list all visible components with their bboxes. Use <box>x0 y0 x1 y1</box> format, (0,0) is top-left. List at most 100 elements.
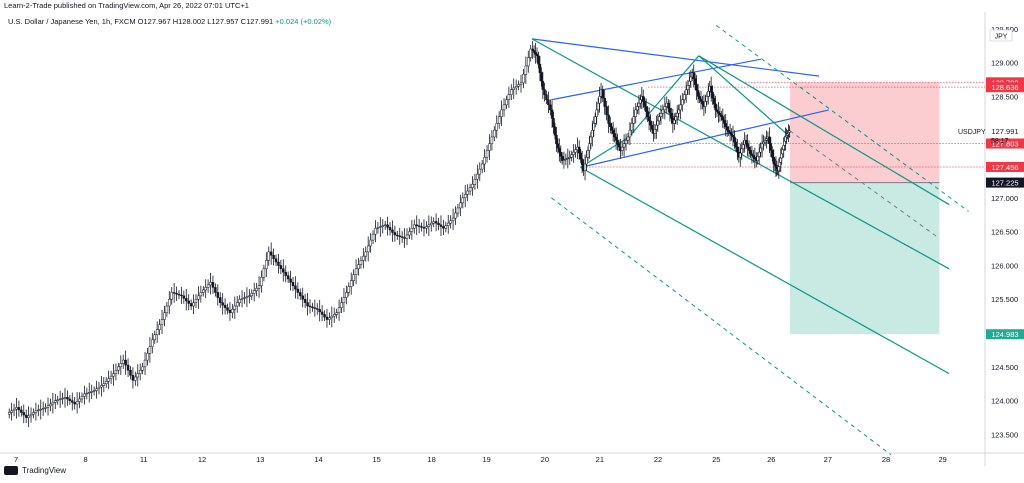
candle-body <box>148 346 152 354</box>
candle-body <box>274 258 278 263</box>
candle-body <box>396 234 399 237</box>
candle-body <box>403 237 406 239</box>
candle-body <box>444 225 448 229</box>
price-chart[interactable]: 123.500124.000124.500125.000125.500126.0… <box>0 0 1024 466</box>
candle-body <box>342 297 346 303</box>
candle-body <box>734 141 738 148</box>
candle-body <box>347 286 351 293</box>
candle-body <box>146 353 149 361</box>
candle-body <box>696 90 700 97</box>
candle-body <box>250 293 254 297</box>
candle-body <box>376 227 380 229</box>
brand-name: TradingView <box>22 466 67 475</box>
candle-body <box>449 220 452 224</box>
candle-body <box>459 202 462 209</box>
candle-body <box>335 312 338 315</box>
candle-body <box>238 298 241 303</box>
candle-body <box>661 109 665 114</box>
candle-body <box>611 129 615 134</box>
publish-banner: Learn-2-Trade published on TradingView.c… <box>0 0 1024 12</box>
candle-body <box>294 285 297 290</box>
candle-body <box>454 212 457 219</box>
candle-body <box>131 375 135 381</box>
candle-body <box>371 233 375 241</box>
candle-body <box>677 109 680 114</box>
candle-body <box>688 80 691 86</box>
candle-body <box>182 295 186 299</box>
candle-body <box>54 400 57 403</box>
price-label-bg <box>986 125 1024 136</box>
currency-badge <box>989 29 1013 42</box>
candle-body <box>679 104 682 111</box>
candle-body <box>112 373 115 377</box>
candle-body <box>284 271 287 276</box>
candle-body <box>352 274 355 281</box>
candle-body <box>437 222 440 226</box>
candle-body <box>199 292 203 297</box>
candle-body <box>747 146 751 151</box>
candle-body <box>177 293 181 296</box>
candle-body <box>218 297 222 303</box>
candle-body <box>667 102 670 109</box>
candle-body <box>100 385 103 388</box>
candle-body <box>153 334 156 341</box>
candle-body <box>158 324 161 330</box>
y-tick-label: 128.500 <box>991 92 1018 101</box>
candle-body <box>308 305 312 308</box>
candle-body <box>658 116 661 122</box>
candle-body <box>289 278 292 283</box>
candle-body <box>701 101 704 105</box>
candle-body <box>756 156 759 161</box>
candle-body <box>656 120 660 126</box>
candle-body <box>605 106 608 116</box>
candle-body <box>634 109 637 117</box>
candle-body <box>214 287 217 293</box>
candle-body <box>593 116 597 124</box>
candle-body <box>400 236 404 238</box>
candle-body <box>724 123 727 128</box>
candle-body <box>531 48 534 51</box>
candle-body <box>639 99 642 104</box>
candle-body <box>730 133 733 136</box>
candle-body <box>160 319 164 325</box>
candle-body <box>83 393 86 397</box>
price-label-bg <box>986 161 1024 172</box>
y-tick-label: 125.500 <box>991 295 1018 304</box>
candle-body <box>488 143 491 151</box>
candle-body <box>245 296 249 298</box>
candle-body <box>636 106 639 111</box>
candle-body <box>771 150 774 158</box>
candle-body <box>15 407 18 410</box>
y-tick-label: 126.000 <box>991 261 1018 270</box>
candle-body <box>204 287 207 291</box>
candle-body <box>102 383 106 386</box>
candle-body <box>151 339 154 347</box>
candle-body <box>7 412 11 415</box>
candle-body <box>10 410 13 413</box>
candle-body <box>187 300 190 304</box>
candle-body <box>114 369 118 374</box>
footer-brand: TradingView <box>4 466 66 475</box>
candle-body <box>534 52 537 55</box>
candle-body <box>757 151 761 157</box>
candle-body <box>616 140 619 144</box>
candle-body <box>723 119 726 124</box>
candle-body <box>558 147 561 153</box>
candle-body <box>564 158 568 161</box>
candle-body <box>228 309 232 314</box>
candle-body <box>408 231 411 236</box>
candle-body <box>562 159 566 161</box>
candle-body <box>601 89 604 99</box>
candle-body <box>674 116 678 121</box>
candle-body <box>610 126 613 131</box>
candle-body <box>311 306 314 308</box>
candle-body <box>61 397 64 400</box>
x-tick-label: 21 <box>596 455 604 464</box>
candle-body <box>206 284 210 288</box>
candle-body <box>235 302 239 307</box>
trend-line-7 <box>698 55 791 138</box>
candle-body <box>500 109 503 117</box>
symbol-name: U.S. Dollar / Japanese Yen, 1h, FXCM <box>8 17 136 26</box>
candle-body <box>221 302 224 306</box>
countdown-label: 58:17 <box>991 138 1009 145</box>
